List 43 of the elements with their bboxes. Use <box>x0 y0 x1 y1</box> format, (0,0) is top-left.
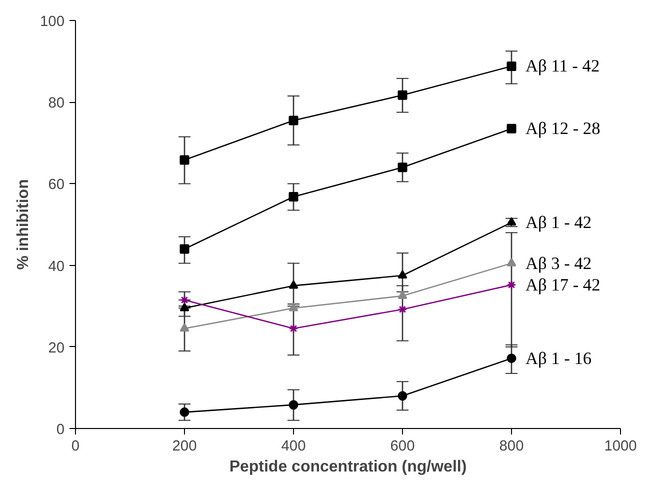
y-tick-label: 80 <box>48 96 65 112</box>
point <box>288 280 298 289</box>
series-label: Aβ 17 - 42 <box>526 275 600 294</box>
series-label: Aβ 12 - 28 <box>526 119 600 138</box>
x-tick-label: 600 <box>390 438 415 454</box>
point <box>398 162 408 172</box>
point <box>180 155 190 165</box>
y-tick-label: 100 <box>40 14 65 30</box>
point <box>180 302 190 312</box>
point <box>180 295 190 305</box>
point <box>398 304 408 314</box>
y-tick-label: 20 <box>48 340 65 356</box>
point <box>288 400 298 410</box>
x-tick-label: 1000 <box>604 438 637 454</box>
point <box>288 302 298 312</box>
x-tick-label: 800 <box>499 438 524 454</box>
point <box>398 90 408 100</box>
point <box>180 244 190 254</box>
y-tick-label: 0 <box>56 422 65 438</box>
series-label: Aβ 11 - 42 <box>526 56 600 76</box>
point <box>180 323 190 332</box>
point <box>506 61 516 71</box>
point <box>398 391 408 401</box>
x-tick-label: 200 <box>172 438 197 454</box>
point <box>398 270 408 279</box>
series-label: Aβ 3 - 42 <box>526 254 592 273</box>
y-tick-label: 40 <box>48 258 65 275</box>
series-label: Aβ 1 - 42 <box>526 212 592 232</box>
point <box>288 192 298 202</box>
point <box>506 354 516 364</box>
x-axis-title: Peptide concentration (ng/well) <box>229 458 467 476</box>
y-axis-title: % inhibition <box>15 179 32 270</box>
point <box>180 407 190 417</box>
x-tick-label: 400 <box>281 438 306 454</box>
series-label: Aβ 1 - 16 <box>526 348 592 368</box>
point <box>506 280 516 290</box>
point <box>288 116 298 126</box>
point <box>506 258 516 266</box>
y-tick-label: 60 <box>48 177 65 194</box>
point <box>398 290 408 299</box>
point <box>288 324 298 334</box>
point <box>506 124 516 134</box>
x-tick-label: 0 <box>71 438 80 454</box>
